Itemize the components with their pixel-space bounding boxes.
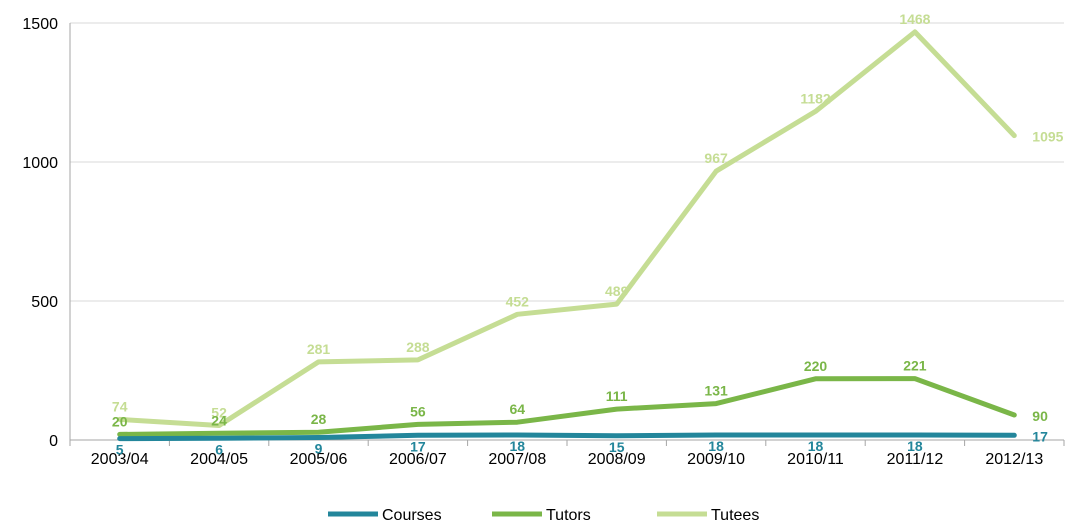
x-tick-label: 2007/08 [488,451,546,468]
data-label-tutors: 131 [704,383,728,399]
data-label-courses: 17 [410,438,426,454]
data-label-tutors: 221 [903,358,927,374]
data-label-tutors: 64 [510,401,526,417]
data-label-tutees: 52 [211,405,227,421]
data-label-courses: 17 [1032,428,1048,444]
data-label-tutees: 1095 [1032,129,1063,145]
data-label-tutors: 90 [1032,408,1048,424]
data-label-tutors: 56 [410,403,426,419]
data-label-courses: 9 [315,440,323,456]
legend-label-tutors: Tutors [546,507,591,524]
data-label-tutees: 1468 [899,11,930,27]
legend: Courses Tutors Tutees [328,507,759,524]
x-tick-label: 2010/11 [787,451,844,468]
data-label-courses: 6 [215,441,223,457]
data-label-tutees: 281 [307,341,331,357]
x-tick-label: 2012/13 [985,451,1043,468]
y-tick-label: 1500 [22,16,58,33]
y-tick-label: 1000 [22,155,58,172]
x-tick-label: 2003/04 [91,451,149,468]
series-line-courses [117,432,1017,442]
x-tick-label: 2006/07 [389,451,447,468]
data-label-tutors: 28 [311,411,327,427]
x-tick-label: 2009/10 [687,451,745,468]
legend-label-tutees: Tutees [711,507,759,524]
data-label-tutees: 489 [605,283,629,299]
series-lines [117,29,1017,442]
x-tick-label: 2004/05 [190,451,248,468]
data-label-tutees: 74 [112,398,128,414]
data-label-courses: 18 [708,438,724,454]
data-label-tutees: 452 [506,293,530,309]
y-tick-label: 0 [49,433,58,450]
legend-label-courses: Courses [382,507,442,524]
data-label-courses: 18 [510,438,526,454]
axes [69,23,1065,446]
x-tick-label: 2011/12 [887,451,944,468]
x-tick-label: 2008/09 [588,451,646,468]
x-axis-ticks: 2003/04 2004/05 2005/06 2006/07 2007/08 2008/… [91,451,1044,468]
data-label-tutors: 24 [211,412,227,428]
data-label-courses: 18 [808,438,824,454]
y-tick-label: 500 [31,294,58,311]
data-label-courses: 5 [116,442,124,458]
data-label-tutors: 20 [112,413,128,429]
data-label-tutors: 220 [804,358,828,374]
gridlines [70,22,1064,302]
y-axis-ticks: 0 500 1000 1500 [22,16,58,450]
series-line-tutees [117,29,1017,428]
data-label-courses: 15 [609,439,625,455]
data-label-tutors: 111 [606,388,628,404]
data-label-tutees: 1182 [800,90,831,106]
series-line-tutors [117,376,1017,437]
data-label-tutees: 288 [406,339,430,355]
data-label-courses: 18 [907,438,923,454]
x-tick-label: 2005/06 [290,451,348,468]
data-label-tutees: 967 [704,150,728,166]
